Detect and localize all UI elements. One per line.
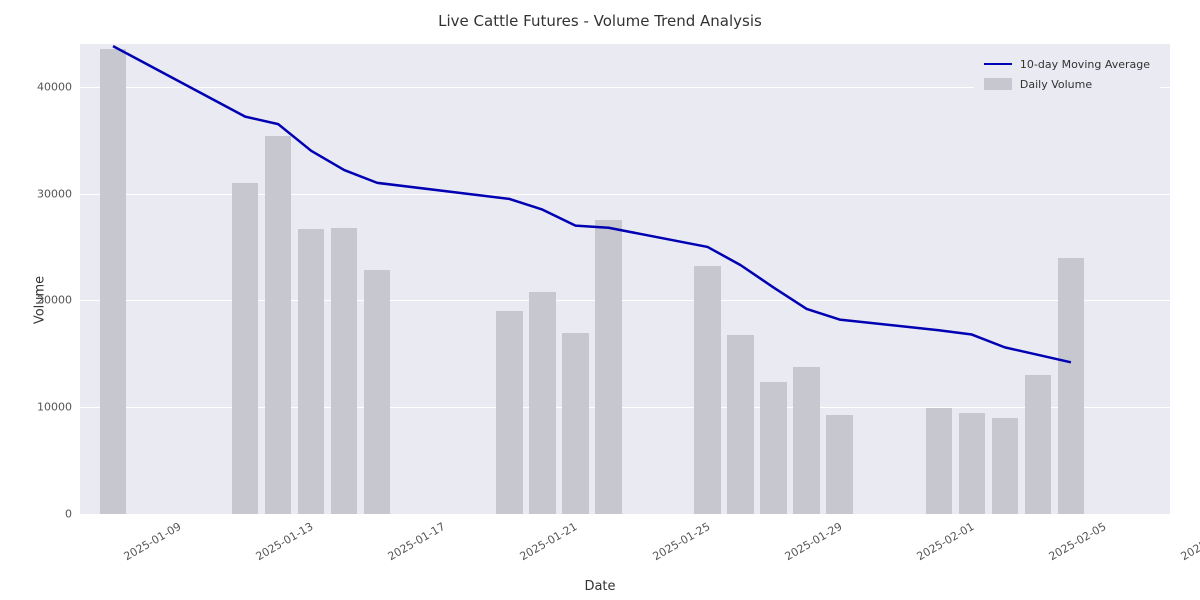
x-tick-label: 2025-02-01 xyxy=(914,520,976,563)
y-tick-label: 10000 xyxy=(37,401,72,414)
x-tick-label: 2025-02-05 xyxy=(1046,520,1108,563)
x-tick-label: 2025-01-29 xyxy=(782,520,844,563)
legend: 10-day Moving Average Daily Volume xyxy=(974,48,1160,100)
y-tick-label: 40000 xyxy=(37,80,72,93)
y-tick-label: 0 xyxy=(65,508,72,521)
grid-line xyxy=(80,514,1170,515)
legend-patch-swatch xyxy=(984,78,1012,90)
x-axis-label: Date xyxy=(0,579,1200,594)
line-overlay xyxy=(80,44,1170,514)
x-tick-label: 2025-01-17 xyxy=(386,520,448,563)
legend-line-swatch xyxy=(984,63,1012,66)
legend-bar-label: Daily Volume xyxy=(1020,78,1092,91)
x-tick-label: 2025-01-25 xyxy=(650,520,712,563)
y-tick-label: 20000 xyxy=(37,294,72,307)
legend-line-label: 10-day Moving Average xyxy=(1020,58,1150,71)
x-tick-label: 2025-01-09 xyxy=(122,520,184,563)
x-tick-label: 2025-01-13 xyxy=(254,520,316,563)
volume-trend-chart: Live Cattle Futures - Volume Trend Analy… xyxy=(0,0,1200,600)
chart-title: Live Cattle Futures - Volume Trend Analy… xyxy=(0,12,1200,30)
moving-average-line xyxy=(113,46,1071,362)
legend-item-line: 10-day Moving Average xyxy=(984,54,1150,74)
legend-item-bar: Daily Volume xyxy=(984,74,1150,94)
x-tick-label: 2025-01-21 xyxy=(518,520,580,563)
x-tick-label: 2025-02-09 xyxy=(1179,520,1200,563)
y-tick-label: 30000 xyxy=(37,187,72,200)
